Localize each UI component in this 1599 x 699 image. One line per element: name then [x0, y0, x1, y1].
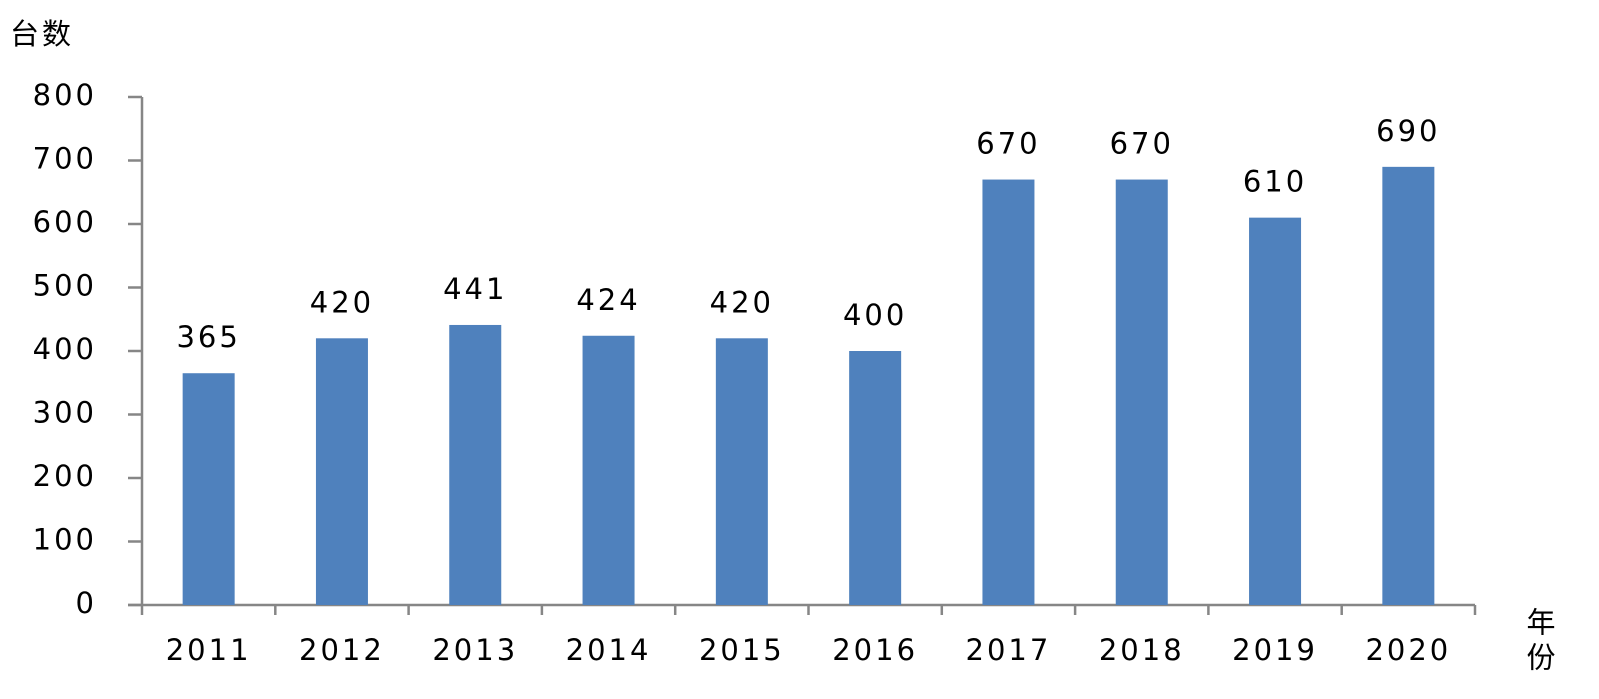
bar: [715, 338, 768, 605]
y-tick-label: 0: [76, 586, 97, 620]
data-label: 441: [443, 272, 507, 306]
bar: [315, 338, 368, 605]
bar: [1249, 217, 1302, 605]
bar: [449, 324, 502, 605]
x-tick-label: 2018: [1099, 633, 1185, 667]
x-tick-label: 2011: [166, 633, 252, 667]
data-label: 670: [976, 127, 1040, 161]
x-tick-label: 2012: [299, 633, 385, 667]
x-tick-label: 2016: [832, 633, 918, 667]
data-label: 610: [1243, 165, 1307, 199]
x-axis-label: 年份: [1522, 607, 1556, 677]
data-label: 420: [710, 285, 774, 319]
bar: [182, 373, 235, 605]
y-axis-label: 台数: [10, 17, 74, 51]
data-label: 365: [176, 320, 240, 354]
bar: [982, 179, 1035, 606]
y-tick-label: 300: [33, 396, 97, 430]
bar: [582, 335, 635, 605]
x-tick-label: 2013: [432, 633, 518, 667]
x-tick-label: 2014: [566, 633, 652, 667]
bar: [1115, 179, 1168, 606]
y-tick-label: 600: [33, 205, 97, 239]
y-tick-label: 500: [33, 269, 97, 303]
x-tick-label: 2017: [966, 633, 1052, 667]
y-tick-label: 200: [33, 459, 97, 493]
data-label: 690: [1376, 114, 1440, 148]
y-tick-label: 100: [33, 523, 97, 557]
bar: [849, 351, 902, 605]
data-label: 424: [576, 283, 640, 317]
x-tick-label: 2019: [1232, 633, 1318, 667]
x-tick-label: 2020: [1365, 633, 1451, 667]
bar: [1382, 166, 1435, 605]
y-tick-label: 400: [33, 332, 97, 366]
x-tick-label: 2015: [699, 633, 785, 667]
y-tick-label: 800: [33, 78, 97, 112]
data-label: 420: [310, 285, 374, 319]
y-tick-label: 700: [33, 142, 97, 176]
data-label: 670: [1110, 127, 1174, 161]
data-label: 400: [843, 298, 907, 332]
